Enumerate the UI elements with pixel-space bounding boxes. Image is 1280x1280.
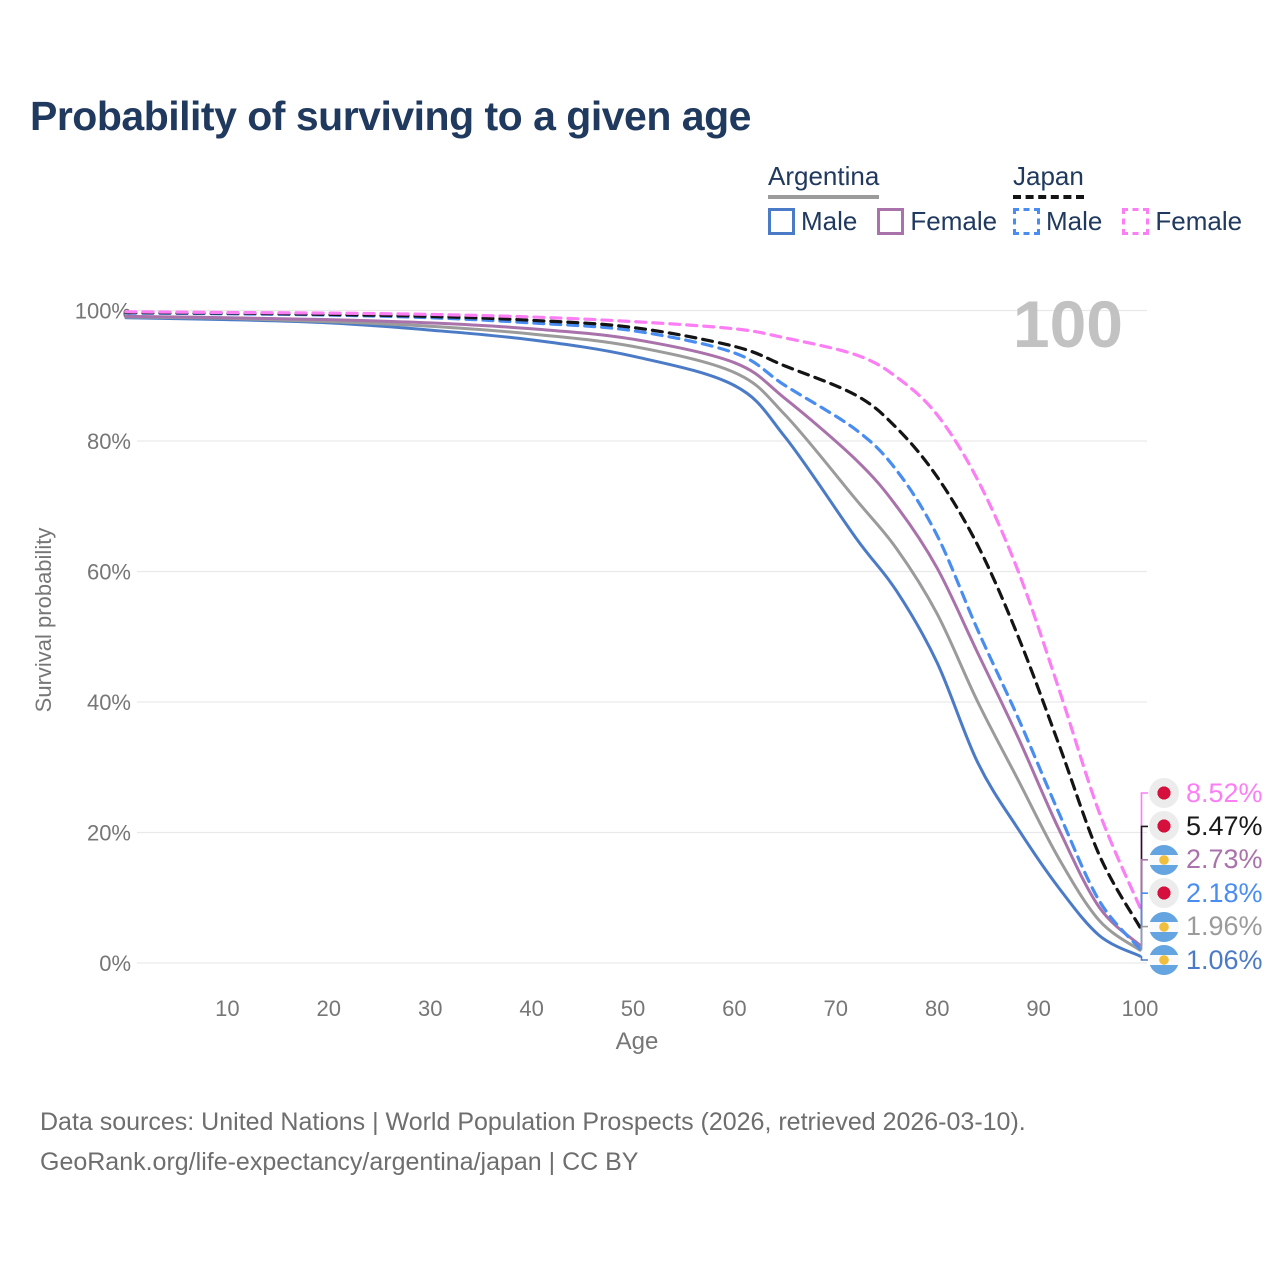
japan-female-swatch-icon: [1122, 208, 1150, 235]
endpoint-connector: [1140, 792, 1148, 908]
series-line-japan[interactable]: [124, 310, 1142, 929]
endpoint-label-row: 8.52%: [1149, 777, 1263, 810]
y-axis-title: Survival probability: [31, 527, 56, 713]
footer-link[interactable]: GeoRank.org/life-expectancy/argentina/ja…: [40, 1148, 639, 1176]
endpoint-value: 2.73%: [1186, 844, 1263, 875]
endpoint-label-row: 5.47%: [1149, 810, 1263, 843]
y-tick-label: 60%: [87, 560, 131, 585]
page-title: Probability of surviving to a given age: [30, 93, 751, 139]
series-line-argentina[interactable]: [124, 315, 1142, 952]
japan-male-swatch-icon: [1013, 208, 1040, 235]
endpoint-connector: [1140, 925, 1148, 951]
legend-items-japan: Male Female: [1013, 206, 1242, 237]
legend-item-japan-male[interactable]: Male: [1013, 206, 1102, 237]
endpoint-value: 2.18%: [1186, 877, 1263, 908]
argentina-flag-icon: [1149, 945, 1179, 975]
x-tick-label: 50: [621, 996, 645, 1021]
x-tick-label: 80: [925, 996, 949, 1021]
y-tick-label: 40%: [87, 690, 131, 715]
series-line-japan-male[interactable]: [124, 311, 1142, 951]
endpoint-value: 1.96%: [1186, 911, 1263, 942]
x-tick-label: 90: [1026, 996, 1050, 1021]
series-line-argentina-female[interactable]: [124, 314, 1142, 947]
endpoint-connector: [1140, 956, 1148, 961]
legend-item-label: Female: [910, 206, 998, 236]
argentina-flag-icon: [1149, 844, 1179, 875]
endpoint-connector: [1140, 858, 1148, 946]
series-line-argentina-male[interactable]: [124, 316, 1142, 958]
legend-group-argentina: Argentina Male Female: [768, 161, 997, 237]
endpoint-label-row: 1.96%: [1149, 910, 1263, 943]
y-tick-label: 100%: [75, 299, 131, 324]
legend-country-japan-label: Japan: [1013, 161, 1084, 191]
legend-item-label: Female: [1155, 206, 1243, 236]
x-tick-label: 70: [824, 996, 848, 1021]
legend-item-label: Male: [801, 206, 858, 236]
legend-item-argentina-male[interactable]: Male: [768, 206, 857, 237]
argentina-male-swatch-icon: [768, 208, 795, 235]
legend-country-argentina[interactable]: Argentina: [768, 161, 880, 199]
x-tick-label: 40: [519, 996, 543, 1021]
series-line-japan-female[interactable]: [124, 310, 1142, 909]
legend-item-japan-female[interactable]: Female: [1122, 206, 1242, 237]
endpoint-connector: [1140, 825, 1148, 928]
argentina-flag-icon: [1149, 911, 1179, 942]
legend-country-argentina-label: Argentina: [768, 161, 880, 191]
endpoint-value: 1.06%: [1186, 944, 1263, 975]
endpoint-label-row: 1.06%: [1149, 944, 1263, 977]
legend-item-label: Male: [1046, 206, 1103, 236]
legend-items-argentina: Male Female: [768, 206, 997, 237]
x-tick-label: 10: [215, 996, 239, 1021]
legend-item-argentina-female[interactable]: Female: [877, 206, 997, 237]
japan-flag-icon: [1149, 878, 1179, 909]
x-tick-label: 60: [722, 996, 746, 1021]
x-tick-label: 30: [418, 996, 442, 1021]
legend-group-japan: Japan Male Female: [1013, 161, 1242, 237]
footer-sources: Data sources: United Nations | World Pop…: [40, 1108, 1026, 1136]
japan-flag-icon: [1149, 778, 1179, 808]
endpoint-label-row: 2.18%: [1149, 877, 1263, 910]
y-tick-label: 80%: [87, 429, 131, 454]
hovered-age-watermark: 100: [1012, 287, 1123, 361]
x-axis-title: Age: [615, 1028, 659, 1055]
y-tick-label: 0%: [99, 951, 131, 976]
endpoint-label-row: 2.73%: [1149, 843, 1263, 876]
endpoint-value: 8.52%: [1186, 777, 1263, 808]
y-tick-label: 20%: [87, 821, 131, 846]
legend-country-japan[interactable]: Japan: [1013, 161, 1084, 199]
japan-flag-icon: [1149, 811, 1179, 842]
endpoint-value: 5.47%: [1186, 810, 1263, 841]
argentina-female-swatch-icon: [877, 208, 905, 235]
x-tick-label: 20: [317, 996, 341, 1021]
endpoint-connector: [1140, 892, 1148, 949]
x-tick-label: 100: [1122, 996, 1159, 1021]
